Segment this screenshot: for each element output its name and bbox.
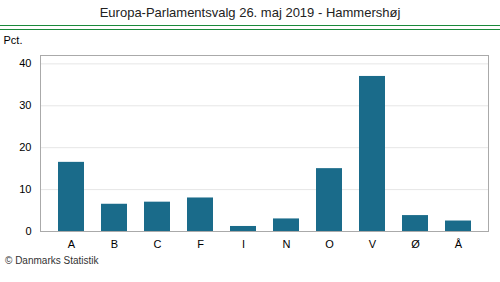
svg-text:B: B (111, 238, 118, 250)
svg-text:40: 40 (19, 57, 31, 69)
svg-text:F: F (197, 238, 204, 250)
svg-text:A: A (68, 238, 76, 250)
svg-text:30: 30 (19, 99, 31, 111)
svg-text:10: 10 (19, 183, 31, 195)
html-text:Europa-Parlamentsvalg 26. maj: Europa-Parlamentsvalg 26. maj 2019 - Ham… (99, 5, 401, 20)
svg-text:20: 20 (19, 141, 31, 153)
svg-text:0: 0 (25, 225, 31, 237)
svg-text:Ø: Ø (411, 238, 420, 250)
svg-text:Pct.: Pct. (4, 34, 23, 46)
html-text:© Danmarks Statistik: © Danmarks Statistik (5, 255, 99, 266)
svg-text:V: V (369, 238, 377, 250)
svg-text:Å: Å (455, 238, 463, 250)
svg-text:I: I (242, 238, 245, 250)
svg-text:N: N (283, 238, 291, 250)
svg-text:O: O (325, 238, 334, 250)
svg-text:C: C (154, 238, 162, 250)
